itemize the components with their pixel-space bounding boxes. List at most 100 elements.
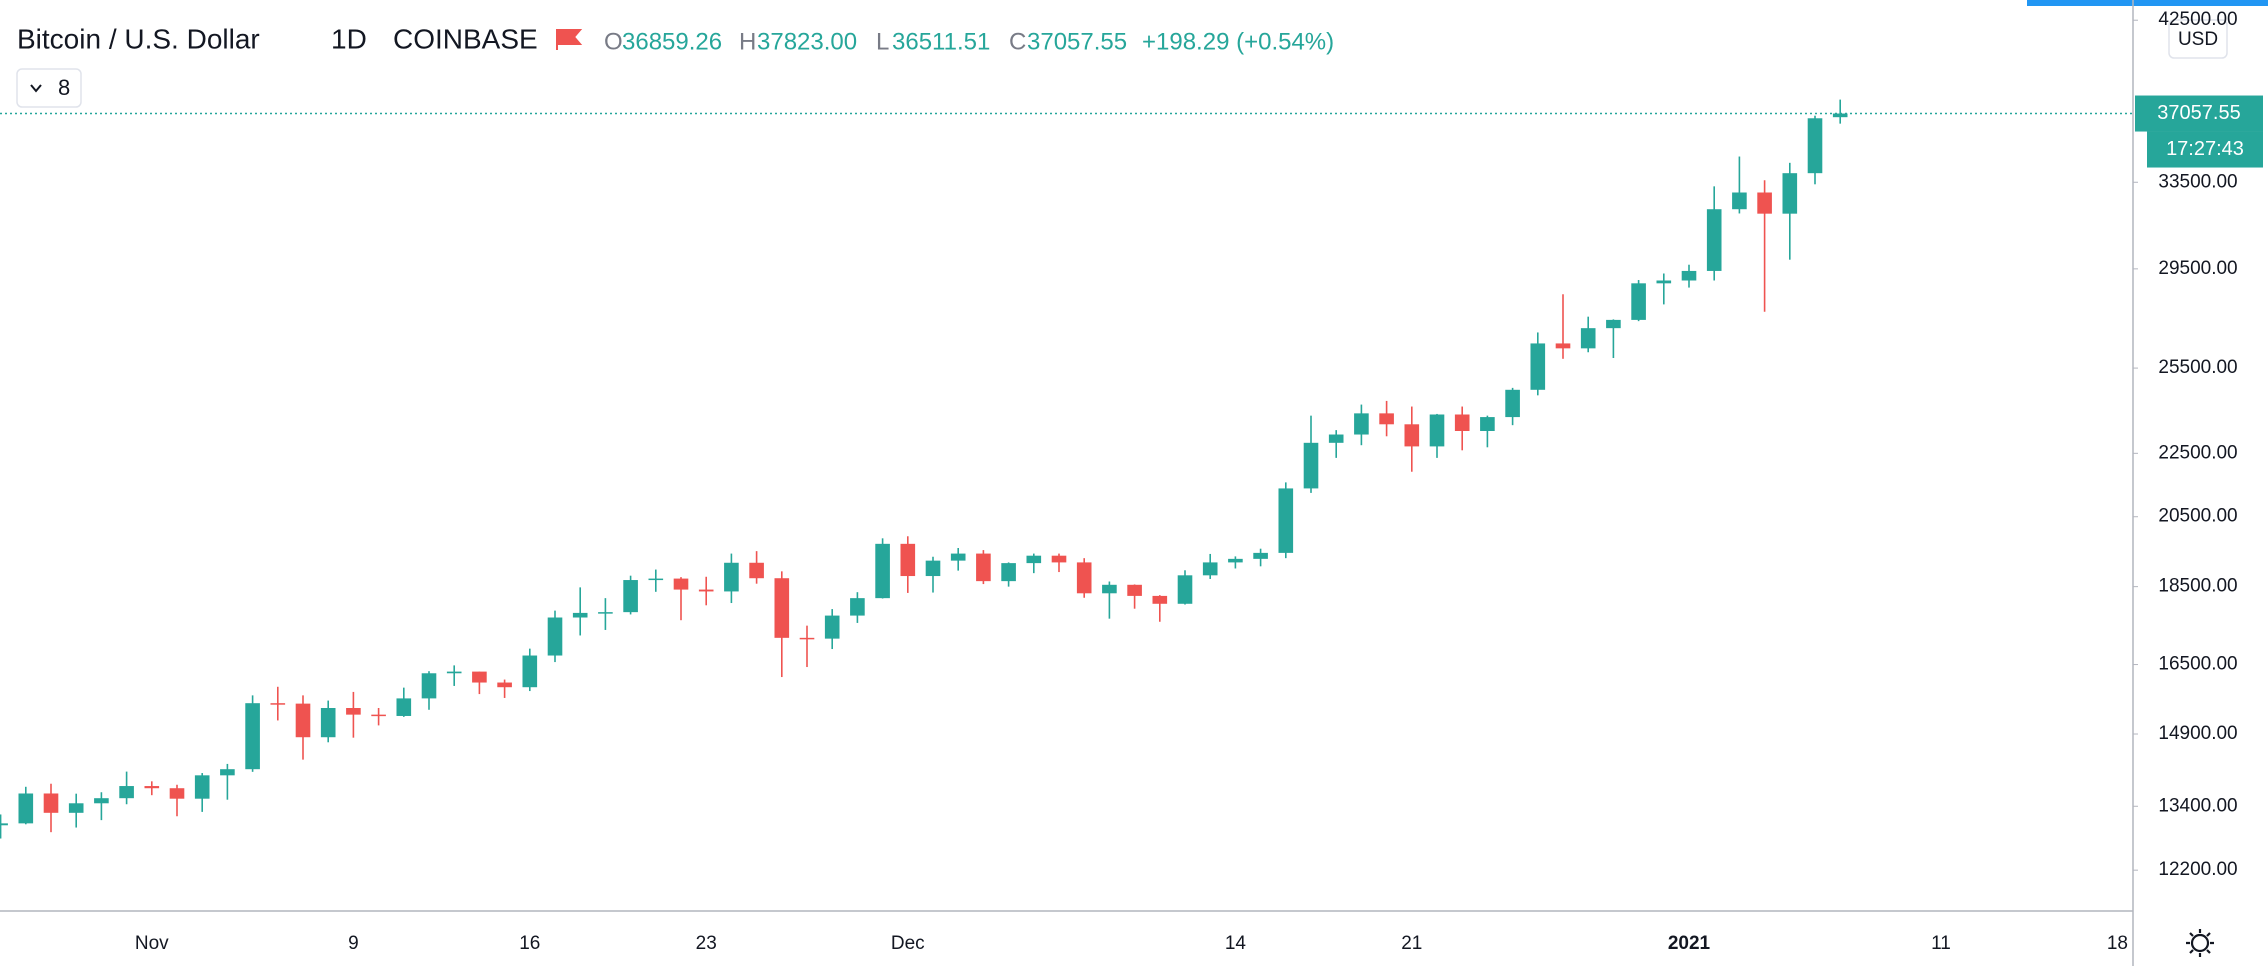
candle-body bbox=[1026, 555, 1042, 564]
h-label: H bbox=[739, 28, 756, 55]
gear[interactable] bbox=[2190, 933, 2210, 953]
candle-body bbox=[169, 788, 185, 799]
candle-body bbox=[1555, 343, 1571, 349]
candle-body bbox=[1530, 343, 1546, 390]
candle-body bbox=[1303, 442, 1319, 489]
candle-body bbox=[1102, 584, 1117, 594]
candle-body bbox=[472, 671, 487, 683]
x-tick-label: 18 bbox=[2107, 933, 2128, 954]
candle-body bbox=[94, 798, 109, 804]
candle-body bbox=[270, 703, 286, 705]
candle-body bbox=[1253, 552, 1268, 559]
candle-body bbox=[1656, 280, 1672, 284]
x-tick-label: 21 bbox=[1401, 933, 1422, 954]
candle-body bbox=[1051, 555, 1067, 563]
candle-body bbox=[1681, 270, 1697, 281]
candle-body bbox=[572, 612, 588, 618]
currency-box[interactable] bbox=[2168, 19, 2228, 59]
toggle-box[interactable] bbox=[16, 68, 82, 108]
x-tick-label: 2021 bbox=[1668, 933, 1711, 954]
candle-body bbox=[1757, 192, 1772, 214]
candle-body bbox=[1706, 209, 1722, 271]
candle-body bbox=[900, 543, 916, 577]
candle-body bbox=[824, 615, 840, 639]
candle-body bbox=[749, 562, 764, 579]
symbol: Bitcoin / U.S. Dollar bbox=[17, 23, 260, 54]
c-label: C bbox=[1009, 28, 1026, 55]
candle-body bbox=[1228, 558, 1243, 563]
y-tick-label: 18500.00 bbox=[2158, 576, 2237, 597]
price-label-text: 37057.55 bbox=[2157, 102, 2240, 124]
candle-body bbox=[1505, 389, 1520, 418]
candle-body bbox=[446, 671, 462, 674]
candle-body bbox=[950, 553, 966, 561]
candle-body bbox=[799, 637, 815, 640]
candle-body bbox=[220, 769, 235, 776]
candle-body bbox=[623, 580, 638, 613]
top-bar bbox=[2027, 0, 2268, 6]
settings-icon[interactable] bbox=[2186, 929, 2214, 957]
y-tick-label: 42500.00 bbox=[2158, 9, 2237, 30]
candle-body bbox=[1454, 414, 1470, 431]
candle-body bbox=[724, 562, 739, 592]
y-tick-label: 33500.00 bbox=[2158, 171, 2237, 192]
candle-body bbox=[245, 703, 260, 770]
y-tick-label: 12200.00 bbox=[2158, 859, 2237, 880]
chevron bbox=[30, 84, 42, 93]
candle-body bbox=[1606, 319, 1621, 329]
change: +198.29 (+0.54%) bbox=[1142, 28, 1334, 55]
exchange: COINBASE bbox=[393, 23, 538, 54]
interval: 1D bbox=[331, 23, 367, 54]
candle-body bbox=[598, 612, 613, 614]
candle-body bbox=[396, 698, 412, 716]
candle-body bbox=[1631, 283, 1646, 320]
candle-body bbox=[1127, 584, 1142, 596]
o-value: 36859.26 bbox=[622, 28, 722, 55]
y-tick-label: 22500.00 bbox=[2158, 442, 2237, 463]
price-label-box bbox=[2135, 95, 2263, 132]
candle-body bbox=[346, 708, 361, 715]
y-tick-label: 29500.00 bbox=[2158, 258, 2237, 279]
candle-body bbox=[1480, 417, 1495, 431]
indicators-toggle[interactable]: 8 bbox=[16, 68, 82, 108]
legend: Bitcoin / U.S. Dollar 1D COINBASE bbox=[17, 23, 583, 54]
candle-body bbox=[698, 589, 714, 592]
countdown: 17:27:43 bbox=[2166, 138, 2244, 160]
plot bbox=[0, 99, 2133, 839]
candle-body bbox=[673, 578, 689, 590]
candle-body bbox=[1832, 113, 1848, 118]
candle-body bbox=[1076, 562, 1092, 594]
candle-body bbox=[497, 682, 512, 688]
candle-body bbox=[43, 793, 59, 813]
candle-body bbox=[18, 793, 34, 824]
candle-body bbox=[1152, 595, 1168, 604]
candle-body bbox=[1404, 424, 1420, 447]
candle-body bbox=[119, 786, 134, 799]
countdown-box bbox=[2147, 131, 2263, 168]
y-tick-label: 20500.00 bbox=[2158, 506, 2237, 527]
l-label: L bbox=[876, 28, 889, 55]
candle-body bbox=[1354, 413, 1369, 435]
currency: USD bbox=[2178, 29, 2218, 50]
flag-icon[interactable] bbox=[556, 29, 583, 50]
candle-body bbox=[421, 673, 437, 699]
ohlc: O 36859.26 H 37823.00 L 36511.51 C 37057… bbox=[604, 28, 1334, 55]
x-tick-label: 23 bbox=[696, 933, 717, 954]
o-label: O bbox=[604, 28, 623, 55]
x-tick-label: Dec bbox=[891, 933, 925, 954]
indicators-count: 8 bbox=[58, 75, 70, 100]
candle-body bbox=[1379, 413, 1394, 425]
candle-body bbox=[850, 598, 865, 616]
y-tick-label: 13400.00 bbox=[2158, 795, 2237, 816]
candle-body bbox=[1202, 562, 1218, 576]
candle-body bbox=[1001, 563, 1016, 582]
candle-body bbox=[68, 803, 84, 813]
currency-button[interactable]: USD bbox=[2168, 19, 2228, 59]
candle-body bbox=[1807, 118, 1823, 174]
candle-body bbox=[1782, 173, 1798, 214]
candle-body bbox=[1429, 414, 1445, 447]
candle-body bbox=[1278, 488, 1294, 553]
candle-body bbox=[144, 786, 160, 789]
candle-body bbox=[875, 543, 890, 599]
